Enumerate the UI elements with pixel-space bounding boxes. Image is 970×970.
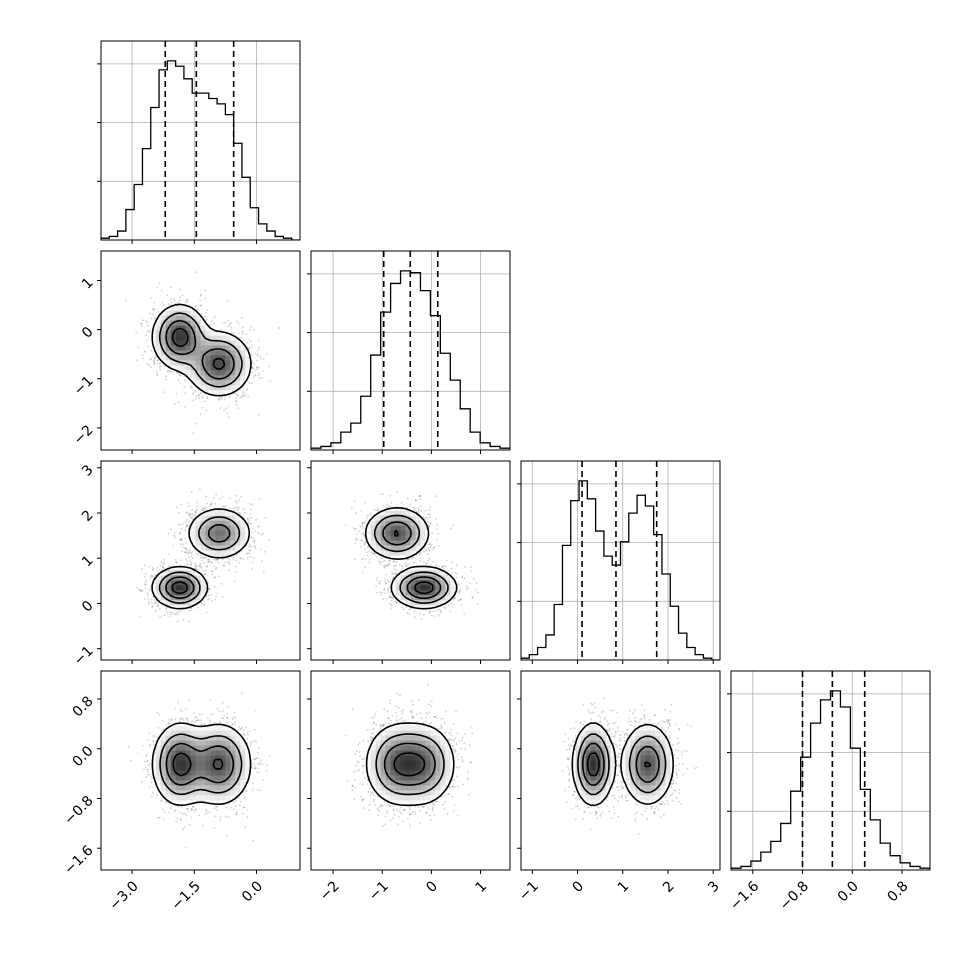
histogram bbox=[311, 270, 510, 450]
panel-3-0: −1.6 −0.8 0.0 0.8 −3.0 −1.5 0.0 bbox=[61, 670, 301, 914]
panel-3-2: −1 0 1 2 3 bbox=[516, 670, 723, 904]
contour-line bbox=[165, 742, 235, 786]
contour-line bbox=[158, 516, 241, 604]
x-tick-label: −1 bbox=[366, 878, 392, 904]
y-tick-label: 2 bbox=[79, 507, 97, 525]
contour-line bbox=[393, 752, 426, 777]
contour-line bbox=[375, 733, 445, 796]
y-tick-label: 0 bbox=[79, 598, 97, 616]
axes-frame bbox=[520, 460, 721, 661]
panel-3-1: −2 −1 0 1 bbox=[307, 670, 511, 904]
x-tick-label: 1 bbox=[473, 878, 491, 896]
histogram bbox=[731, 690, 930, 870]
histogram bbox=[101, 60, 300, 240]
contour-line bbox=[373, 514, 449, 604]
contour-line bbox=[364, 507, 458, 610]
x-tick-label: 1 bbox=[615, 878, 633, 896]
panel-0-0 bbox=[97, 40, 301, 244]
axes-frame bbox=[310, 250, 511, 451]
x-tick-label: −3.0 bbox=[106, 878, 141, 913]
x-tick-label: 3 bbox=[705, 878, 723, 896]
contour-line bbox=[165, 523, 231, 600]
x-tick-label: −0.8 bbox=[777, 878, 812, 913]
panel-3-3: −1.6 −0.8 0.0 0.8 bbox=[727, 670, 931, 914]
x-tick-label: −1 bbox=[516, 878, 542, 904]
contour-line bbox=[383, 742, 436, 786]
y-tick-label: 0 bbox=[79, 324, 97, 342]
y-tick-label: −1.6 bbox=[61, 843, 96, 878]
contour-line bbox=[571, 722, 674, 807]
panel-2-1 bbox=[307, 460, 511, 664]
contour-line bbox=[171, 327, 226, 371]
y-tick-label: −1 bbox=[71, 643, 97, 669]
contour-line bbox=[151, 303, 252, 397]
y-tick-label: −1 bbox=[71, 373, 97, 399]
x-tick-label: −1.5 bbox=[169, 878, 204, 913]
contour-line bbox=[171, 581, 188, 595]
axes-frame bbox=[100, 460, 301, 661]
panel-2-0: −1 0 1 2 3 bbox=[71, 460, 301, 669]
x-tick-label: 2 bbox=[660, 878, 678, 896]
x-tick-label: 0.8 bbox=[885, 878, 912, 905]
y-tick-label: 1 bbox=[79, 553, 97, 571]
x-tick-label: 0 bbox=[570, 878, 588, 896]
x-tick-label: −2 bbox=[317, 878, 343, 904]
contour-line bbox=[382, 521, 442, 600]
axes-frame bbox=[310, 460, 511, 661]
panel-1-1 bbox=[307, 250, 511, 454]
x-tick-label: 0.0 bbox=[835, 878, 862, 905]
axes-frame bbox=[100, 670, 301, 871]
contour-line bbox=[586, 752, 652, 777]
x-tick-label: 0 bbox=[423, 878, 441, 896]
y-tick-label: 3 bbox=[79, 462, 97, 480]
contour-line bbox=[172, 752, 224, 777]
contour-line bbox=[394, 529, 434, 595]
axes-frame bbox=[310, 670, 511, 871]
panel-1-0: −2 −1 0 1 bbox=[71, 250, 301, 454]
contour-line bbox=[151, 722, 252, 807]
x-tick-label: −1.6 bbox=[727, 878, 762, 913]
contour-line bbox=[159, 733, 243, 796]
y-tick-label: −0.8 bbox=[61, 793, 96, 828]
contour-line bbox=[581, 742, 660, 786]
histogram bbox=[521, 480, 720, 660]
contour-line bbox=[165, 319, 235, 380]
axes-frame bbox=[730, 670, 931, 871]
panel-2-2 bbox=[517, 460, 721, 664]
contour-line bbox=[158, 312, 243, 388]
contour-line bbox=[577, 733, 667, 796]
axes-frame bbox=[520, 670, 721, 871]
axes-frame bbox=[100, 250, 301, 451]
contour-line bbox=[151, 508, 250, 610]
x-tick-label: 0.0 bbox=[239, 878, 266, 905]
contour-line bbox=[365, 722, 455, 807]
y-tick-label: 0.8 bbox=[70, 693, 97, 720]
y-tick-label: 1 bbox=[79, 275, 97, 293]
axes-frame bbox=[100, 40, 301, 241]
y-tick-label: 0.0 bbox=[70, 743, 97, 770]
y-tick-label: −2 bbox=[71, 422, 97, 448]
